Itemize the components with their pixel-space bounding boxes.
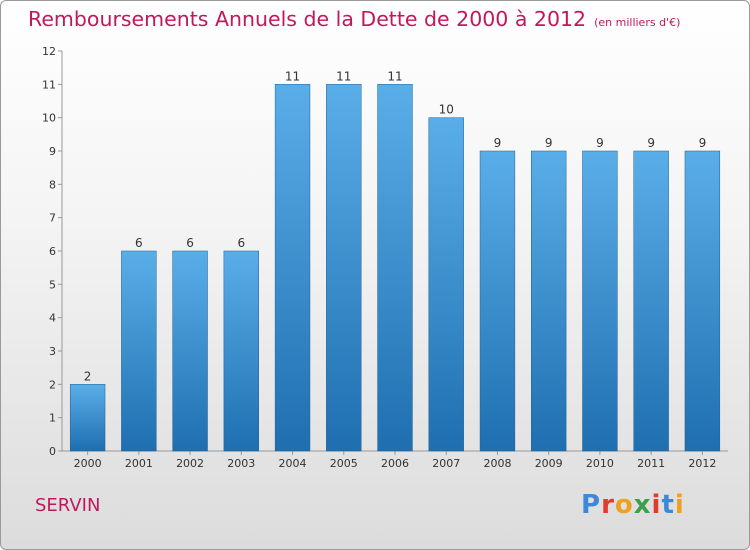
bar[interactable] bbox=[684, 150, 721, 452]
bar[interactable] bbox=[479, 150, 516, 452]
y-tick-label: 0 bbox=[49, 445, 56, 458]
y-tick-label: 8 bbox=[49, 178, 56, 191]
bar[interactable] bbox=[326, 84, 362, 452]
x-tick-label: 2010 bbox=[586, 457, 614, 470]
logo-letter: t bbox=[661, 490, 675, 520]
proxiti-logo[interactable]: Proxiti bbox=[581, 490, 685, 520]
y-tick-label: 11 bbox=[42, 78, 56, 91]
y-tick-label: 6 bbox=[49, 245, 56, 258]
commune-name: SERVIN bbox=[35, 495, 101, 516]
bar[interactable] bbox=[582, 150, 618, 452]
chart-title: Remboursements Annuels de la Dette de 20… bbox=[28, 7, 680, 31]
bar[interactable] bbox=[274, 84, 311, 452]
x-tick-label: 2002 bbox=[176, 457, 204, 470]
x-tick-label: 2004 bbox=[279, 457, 307, 470]
x-tick-label: 2001 bbox=[125, 457, 153, 470]
y-tick-label: 4 bbox=[49, 312, 56, 325]
chart-title-text: Remboursements Annuels de la Dette de 20… bbox=[28, 7, 587, 31]
bar[interactable] bbox=[428, 117, 464, 452]
logo-letter: i bbox=[651, 490, 662, 520]
x-tick-label: 2012 bbox=[688, 457, 716, 470]
logo-letter: o bbox=[614, 490, 634, 520]
bar[interactable] bbox=[69, 384, 106, 452]
bar-value-label: 9 bbox=[545, 136, 553, 150]
bar-value-label: 11 bbox=[336, 69, 351, 83]
y-tick-label: 10 bbox=[42, 112, 56, 125]
bar-value-label: 9 bbox=[647, 136, 655, 150]
bar[interactable] bbox=[633, 150, 669, 452]
bar-value-label: 6 bbox=[237, 236, 245, 250]
x-tick-label: 2003 bbox=[227, 457, 255, 470]
y-tick-label: 2 bbox=[49, 378, 56, 391]
y-tick-label: 12 bbox=[42, 45, 56, 58]
y-tick-label: 7 bbox=[49, 212, 56, 225]
x-tick-label: 2006 bbox=[381, 457, 409, 470]
bar[interactable] bbox=[172, 250, 208, 452]
x-tick-label: 2007 bbox=[432, 457, 460, 470]
bar-value-label: 6 bbox=[135, 236, 143, 250]
y-tick-label: 1 bbox=[49, 412, 56, 425]
bar-value-label: 10 bbox=[439, 103, 454, 117]
bar[interactable] bbox=[531, 150, 567, 452]
bar[interactable] bbox=[121, 250, 157, 452]
bar-value-label: 9 bbox=[699, 136, 707, 150]
chart-unit: (en milliers d'€) bbox=[594, 16, 681, 29]
bar[interactable] bbox=[223, 250, 259, 452]
y-tick-label: 5 bbox=[49, 278, 56, 291]
bar-value-label: 9 bbox=[494, 136, 502, 150]
bar-value-label: 11 bbox=[285, 69, 300, 83]
bar-value-label: 6 bbox=[186, 236, 194, 250]
x-tick-label: 2009 bbox=[535, 457, 563, 470]
bar[interactable] bbox=[377, 84, 413, 452]
logo-letter: x bbox=[633, 490, 652, 520]
bar-value-label: 11 bbox=[387, 69, 402, 83]
logo-letter: P bbox=[581, 490, 602, 520]
x-tick-label: 2011 bbox=[637, 457, 665, 470]
bar-value-label: 9 bbox=[596, 136, 604, 150]
logo-letter: r bbox=[601, 490, 615, 520]
y-tick-label: 9 bbox=[49, 145, 56, 158]
x-tick-label: 2000 bbox=[74, 457, 102, 470]
y-tick-label: 3 bbox=[49, 345, 56, 358]
logo-letter: i bbox=[674, 490, 685, 520]
x-tick-label: 2005 bbox=[330, 457, 358, 470]
x-tick-label: 2008 bbox=[483, 457, 511, 470]
bar-value-label: 2 bbox=[84, 369, 92, 383]
